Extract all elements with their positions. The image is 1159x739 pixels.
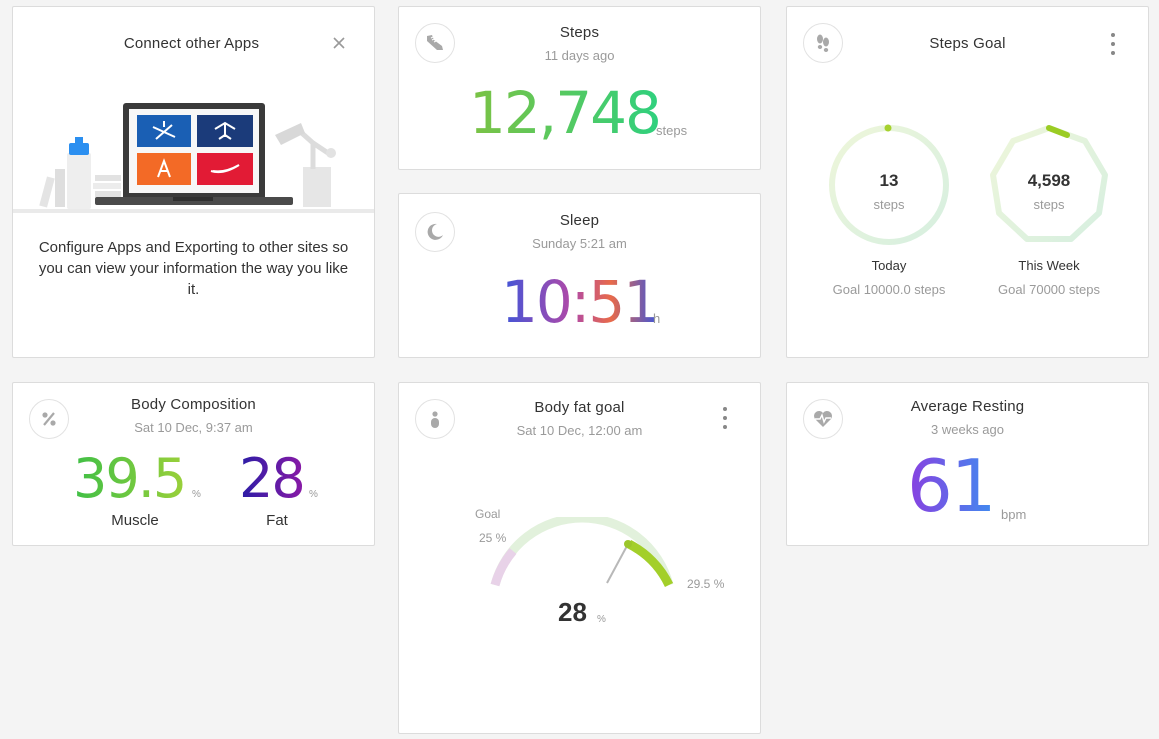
fat-value: 28 [239,447,306,510]
body-fat-goal-card[interactable]: Body fat goal Sat 10 Dec, 12:00 am Goal … [398,382,761,734]
avg-resting-unit: bpm [1001,507,1027,522]
sleep-value: 10:51 [501,268,660,336]
week-label: This Week [1018,258,1080,273]
footprints-icon [803,23,843,63]
steps-goal-card[interactable]: Steps Goal 13 steps Today Goal 10000.0 s… [786,6,1149,358]
sleep-title: Sleep [559,212,600,229]
max-value: 29.5 % [687,577,725,591]
muscle-label: Muscle [111,512,159,529]
steps-when: 11 days ago [544,48,615,63]
current-value: 28 [558,597,587,627]
moon-icon [415,212,455,252]
week-unit: steps [1033,197,1065,212]
muscle-value: 39.5 [73,447,187,510]
body-composition-title: Body Composition [131,396,256,413]
body-fat-goal-when: Sat 10 Dec, 12:00 am [516,423,643,438]
muscle-unit: % [192,489,201,500]
avg-resting-when: 3 weeks ago [931,422,1004,437]
steps-goal-title: Steps Goal [929,35,1006,52]
week-goal: Goal 70000 steps [998,282,1100,297]
body-fat-goal-menu-button[interactable] [717,407,733,429]
apps-illustration [13,87,374,217]
today-unit: steps [873,197,905,212]
steps-goal-menu-button[interactable] [1105,33,1121,55]
avg-resting-value: 61 [907,444,997,528]
shoe-icon [415,23,455,63]
steps-card[interactable]: Steps 11 days ago 12,748 steps [398,6,761,170]
body-composition-card[interactable]: Body Composition Sat 10 Dec, 9:37 am 39.… [12,382,375,546]
week-ring: 4,598 steps [987,123,1111,247]
connect-apps-description: Configure Apps and Exporting to other si… [38,239,349,298]
body-fat-goal-title: Body fat goal [534,399,625,416]
heart-rate-icon [803,399,843,439]
steps-title: Steps [559,24,600,41]
goal-label: Goal [475,507,501,521]
connect-apps-card: Connect other Apps [12,6,375,358]
sleep-unit: h [653,311,661,326]
week-value: 4,598 [1027,171,1071,190]
today-ring: 13 steps [827,123,951,247]
today-label: Today [871,258,907,273]
fat-label: Fat [266,512,288,529]
fat-unit: % [309,489,318,500]
today-value: 13 [879,171,899,190]
current-unit: % [597,614,606,625]
today-goal: Goal 10000.0 steps [832,282,946,297]
avg-resting-title: Average Resting [910,398,1025,415]
body-fat-gauge [483,513,683,597]
person-icon [415,399,455,439]
body-composition-when: Sat 10 Dec, 9:37 am [134,420,253,435]
steps-value: 12,748 [469,79,662,147]
sleep-card[interactable]: Sleep Sunday 5:21 am 10:51 h [398,193,761,358]
avg-resting-card[interactable]: Average Resting 3 weeks ago 61 bpm [786,382,1149,546]
percent-icon [29,399,69,439]
goal-value: 25 % [479,531,507,545]
steps-unit: steps [656,123,688,138]
close-icon[interactable] [331,35,347,51]
connect-apps-title: Connect other Apps [123,35,260,52]
sleep-when: Sunday 5:21 am [532,236,627,251]
